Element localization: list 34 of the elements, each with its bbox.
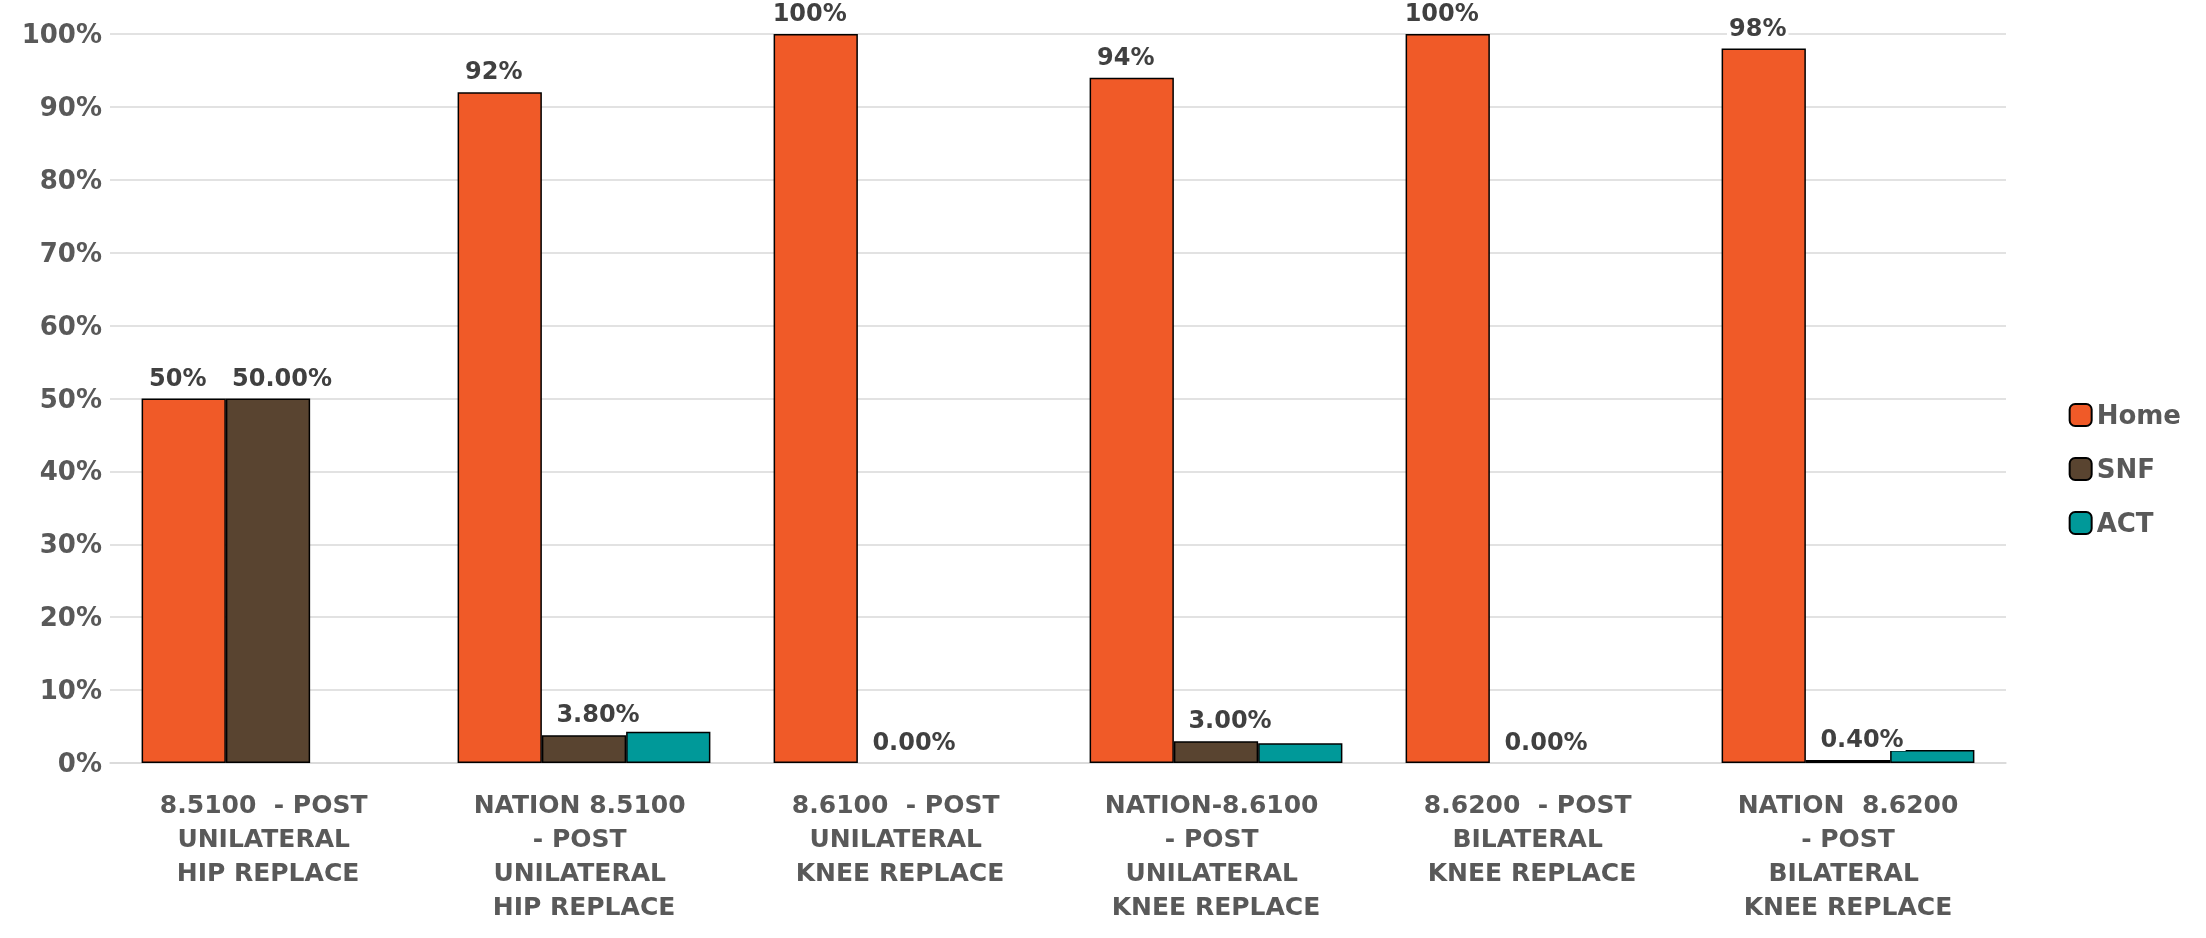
data-label: 94% (1097, 42, 1155, 71)
data-label: 50% (149, 363, 207, 392)
y-tick-label: 60% (39, 310, 102, 341)
y-tick-label: 80% (39, 164, 102, 195)
x-tick-label: NATION-8.6100 - POST UNILATERAL KNEE REPLACE (1104, 789, 1328, 921)
data-label: 92% (465, 57, 523, 86)
y-tick-label: 90% (39, 91, 102, 122)
data-label: 0.00% (872, 728, 956, 756)
y-tick-label: 30% (39, 529, 102, 560)
legend-label: Home (2096, 400, 2182, 430)
data-label: 98% (1729, 13, 1787, 42)
data-label: 50.00% (232, 363, 332, 392)
legend-label: ACT (2096, 508, 2154, 538)
y-tick-label: 0% (57, 748, 102, 778)
data-label: 0.00% (1504, 728, 1588, 756)
data-label: 100% (772, 0, 847, 27)
legend-label: SNF (2096, 454, 2155, 484)
y-tick-label: 40% (39, 456, 102, 487)
x-tick-label: NATION 8.5100 - POST UNILATERAL HIP REPLACE (473, 789, 695, 921)
data-label: 3.00% (1188, 706, 1272, 735)
y-tick-label: 100% (21, 19, 102, 49)
data-label: 0.40% (1820, 725, 1904, 754)
y-tick-label: 10% (39, 675, 102, 706)
y-tick-label: 70% (39, 237, 102, 268)
y-tick-label: 50% (39, 383, 102, 414)
bar (773, 34, 858, 763)
x-tick-label: 8.6100 - POST UNILATERAL KNEE REPLACE (791, 789, 1009, 887)
data-label: 3.80% (556, 700, 640, 729)
bar (1405, 34, 1490, 763)
x-tick-label: 8.5100 - POST UNILATERAL HIP REPLACE (159, 789, 377, 887)
x-tick-label: 8.6200 - POST BILATERAL KNEE REPLACE (1423, 789, 1641, 887)
data-label: 100% (1404, 0, 1479, 27)
x-tick-label: NATION 8.6200 - POST BILATERAL KNEE REPLACE (1737, 789, 1959, 921)
y-tick-label: 20% (39, 602, 102, 633)
